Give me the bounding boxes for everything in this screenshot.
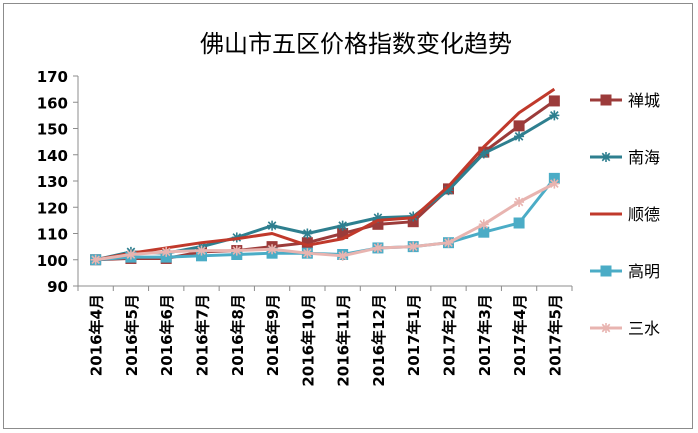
data-point bbox=[337, 220, 348, 231]
data-point-stroke bbox=[338, 221, 347, 230]
data-point-stroke bbox=[514, 197, 524, 207]
x-tick-label: 2017年5月 bbox=[546, 294, 564, 376]
data-point bbox=[337, 250, 348, 261]
data-point-stroke bbox=[550, 179, 559, 188]
data-point bbox=[513, 217, 525, 229]
legend-label: 南海 bbox=[628, 148, 660, 167]
data-point bbox=[443, 237, 454, 248]
x-tick-label: 2016年8月 bbox=[229, 294, 247, 376]
legend-label: 三水 bbox=[628, 319, 660, 338]
data-point-stroke bbox=[338, 251, 347, 261]
data-point bbox=[548, 95, 560, 107]
data-point-stroke bbox=[267, 244, 277, 254]
y-tick-label: 150 bbox=[37, 121, 68, 139]
data-point-stroke bbox=[303, 229, 312, 238]
x-tick-label: 2016年12月 bbox=[370, 294, 388, 387]
data-point-stroke bbox=[91, 255, 100, 265]
y-tick-label: 110 bbox=[37, 226, 68, 244]
series-三水 bbox=[90, 178, 560, 265]
data-point-stroke bbox=[408, 242, 418, 251]
legend-entry: 三水 bbox=[590, 319, 660, 338]
data-point-stroke bbox=[161, 247, 171, 257]
y-tick-label: 140 bbox=[37, 147, 68, 165]
x-tick-label: 2016年4月 bbox=[88, 294, 106, 376]
data-point-stroke bbox=[373, 243, 383, 253]
legend-entry: 顺德 bbox=[590, 205, 660, 224]
data-point bbox=[231, 245, 242, 256]
axes: 90 100 110 120 130 140 150 160 170 2016年4月 2016年5月… bbox=[37, 68, 573, 387]
data-point-stroke bbox=[126, 250, 136, 259]
data-point bbox=[408, 241, 419, 252]
data-point bbox=[478, 219, 489, 230]
data-point bbox=[549, 110, 560, 121]
data-point bbox=[302, 248, 313, 259]
x-tick-label: 2017年1月 bbox=[405, 294, 423, 376]
data-point-stroke bbox=[601, 323, 611, 333]
y-tick-label: 130 bbox=[37, 173, 68, 191]
data-point-stroke bbox=[550, 111, 559, 120]
x-tick-label: 2016年6月 bbox=[158, 294, 176, 376]
legend-entry: 南海 bbox=[590, 148, 660, 167]
data-point-stroke bbox=[601, 152, 611, 162]
data-point bbox=[601, 323, 611, 333]
data-point bbox=[514, 197, 525, 207]
x-tick-label: 2016年10月 bbox=[299, 294, 317, 387]
data-point-stroke bbox=[197, 246, 206, 255]
legend-entry: 禅城 bbox=[590, 91, 660, 110]
series-顺德 bbox=[95, 87, 556, 262]
data-point-stroke bbox=[232, 246, 242, 255]
chart-frame bbox=[3, 3, 693, 429]
legend-label: 高明 bbox=[628, 262, 660, 281]
data-point bbox=[161, 246, 172, 257]
y-tick-label: 90 bbox=[47, 278, 68, 296]
legend-entry: 高明 bbox=[590, 262, 660, 281]
legend-label: 顺德 bbox=[628, 205, 660, 224]
chart-title: 佛山市五区价格指数变化趋势 bbox=[200, 30, 512, 58]
data-point-stroke bbox=[479, 149, 489, 158]
data-point bbox=[549, 178, 560, 189]
series-layer bbox=[90, 87, 560, 266]
legend-label: 禅城 bbox=[628, 91, 660, 110]
x-tick-label: 2017年4月 bbox=[511, 294, 529, 376]
data-point bbox=[267, 220, 278, 231]
data-point bbox=[90, 254, 101, 265]
y-tick-label: 120 bbox=[37, 199, 68, 217]
x-tick-label: 2016年7月 bbox=[194, 294, 212, 376]
y-tick-label: 170 bbox=[37, 68, 68, 86]
data-point-stroke bbox=[303, 248, 312, 258]
data-point-stroke bbox=[514, 132, 524, 141]
data-point bbox=[600, 94, 612, 106]
data-point-stroke bbox=[444, 185, 453, 195]
x-tick-label: 2017年2月 bbox=[441, 294, 459, 376]
x-tick-label: 2016年11月 bbox=[335, 294, 353, 387]
data-point bbox=[302, 228, 313, 239]
data-point bbox=[513, 120, 525, 132]
series-line bbox=[95, 182, 556, 262]
series-line bbox=[95, 87, 556, 262]
y-tick-label: 160 bbox=[37, 94, 68, 112]
data-point-stroke bbox=[479, 219, 489, 229]
series-禅城 bbox=[90, 95, 560, 266]
data-point bbox=[372, 242, 383, 253]
data-point bbox=[601, 152, 611, 162]
data-point-stroke bbox=[444, 238, 453, 248]
x-tick-label: 2016年9月 bbox=[264, 294, 282, 376]
data-point bbox=[196, 245, 207, 256]
data-point-stroke bbox=[267, 221, 277, 230]
data-point bbox=[267, 244, 278, 255]
data-point bbox=[600, 265, 612, 277]
data-point bbox=[125, 249, 136, 260]
x-tick-label: 2016年5月 bbox=[123, 294, 141, 376]
data-point bbox=[514, 131, 525, 142]
x-tick-label: 2017年3月 bbox=[476, 294, 494, 376]
y-tick-label: 100 bbox=[37, 252, 68, 270]
